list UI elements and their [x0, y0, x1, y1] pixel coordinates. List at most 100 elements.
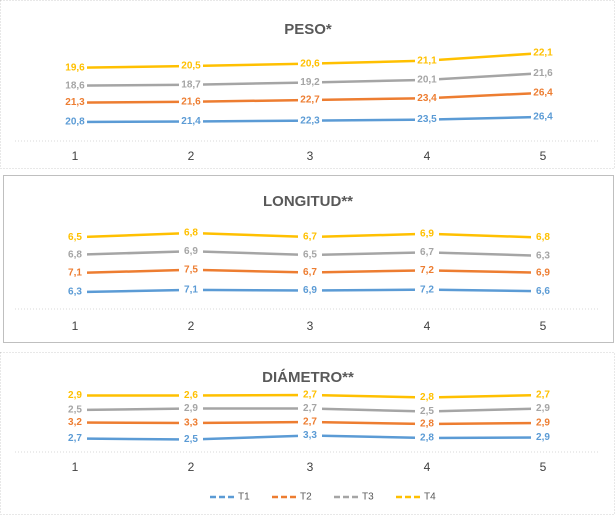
data-label: 2,7 — [68, 433, 82, 444]
chart-title: PESO* — [284, 21, 332, 38]
data-label: 6,7 — [303, 267, 317, 278]
label-bg — [531, 86, 555, 99]
label-bg — [415, 246, 439, 259]
data-label: 2,7 — [303, 417, 317, 428]
label-bg — [179, 433, 203, 446]
data-label: 6,5 — [68, 232, 82, 243]
data-label: 7,2 — [420, 284, 434, 295]
data-label: 7,1 — [68, 268, 82, 279]
label-bg — [531, 389, 555, 401]
data-label: 19,2 — [300, 77, 320, 88]
x-tick-label: 1 — [72, 149, 79, 163]
data-label: 2,9 — [184, 403, 198, 414]
data-label: 22,1 — [533, 48, 553, 59]
label-bg — [531, 285, 555, 298]
data-label: 2,8 — [420, 392, 434, 403]
label-bg — [531, 110, 555, 123]
data-label: 6,7 — [420, 247, 434, 258]
label-bg — [63, 432, 87, 445]
label-bg — [63, 404, 87, 416]
data-label: 2,7 — [536, 390, 550, 401]
label-bg — [179, 227, 203, 239]
label-bg — [179, 95, 203, 108]
label-bg — [63, 389, 87, 402]
label-bg — [298, 284, 322, 297]
label-bg — [179, 389, 203, 402]
data-label: 6,9 — [303, 285, 317, 296]
label-bg — [531, 231, 555, 244]
label-bg — [63, 116, 87, 129]
data-label: 21,1 — [417, 55, 437, 66]
data-label: 6,8 — [68, 249, 82, 260]
data-label: 20,1 — [417, 75, 437, 86]
x-tick-label: 3 — [307, 319, 314, 333]
x-tick-label: 5 — [540, 460, 547, 474]
data-label: 6,3 — [68, 287, 82, 298]
x-tick-label: 4 — [424, 149, 431, 163]
data-label: 2,9 — [536, 432, 550, 443]
data-label: 3,3 — [184, 418, 198, 429]
legend-label: T4 — [424, 492, 436, 503]
data-label: 2,8 — [420, 419, 434, 430]
data-label: 18,7 — [181, 79, 201, 90]
label-bg — [63, 79, 87, 92]
label-bg — [531, 47, 555, 59]
data-label: 2,5 — [68, 405, 82, 416]
label-bg — [415, 283, 439, 296]
label-bg — [298, 402, 322, 415]
label-bg — [531, 431, 555, 444]
label-bg — [63, 61, 87, 74]
label-bg — [415, 54, 439, 67]
label-bg — [179, 417, 203, 429]
label-bg — [298, 57, 322, 70]
data-label: 21,3 — [65, 97, 85, 108]
label-bg — [415, 113, 439, 126]
data-label: 6,6 — [536, 286, 550, 297]
x-tick-label: 1 — [72, 319, 79, 333]
x-tick-label: 2 — [188, 460, 195, 474]
data-label: 2,5 — [420, 406, 434, 417]
x-tick-label: 3 — [307, 149, 314, 163]
label-bg — [298, 429, 322, 442]
data-label: 21,4 — [181, 116, 201, 127]
data-label: 21,6 — [533, 68, 553, 79]
label-bg — [179, 283, 203, 296]
label-bg — [179, 60, 203, 73]
label-bg — [179, 245, 203, 258]
data-label: 7,5 — [184, 264, 198, 275]
data-label: 18,6 — [65, 80, 85, 91]
data-label: 6,7 — [303, 232, 317, 243]
data-label: 6,5 — [303, 250, 317, 261]
data-label: 2,7 — [303, 390, 317, 401]
data-label: 20,6 — [300, 58, 320, 69]
data-label: 6,3 — [536, 250, 550, 261]
data-label: 19,6 — [65, 62, 85, 73]
x-tick-label: 3 — [307, 460, 314, 474]
label-bg — [531, 402, 555, 415]
legend-label: T1 — [238, 492, 250, 503]
data-label: 7,1 — [184, 285, 198, 296]
data-label: 23,4 — [417, 93, 437, 104]
label-bg — [298, 416, 322, 428]
x-tick-label: 2 — [188, 149, 195, 163]
label-bg — [298, 231, 322, 244]
data-label: 6,8 — [536, 232, 550, 243]
legend-label: T3 — [362, 492, 374, 503]
label-bg — [298, 249, 322, 262]
data-label: 23,5 — [417, 114, 437, 125]
label-bg — [531, 266, 555, 279]
x-tick-label: 4 — [424, 319, 431, 333]
x-tick-label: 4 — [424, 460, 431, 474]
label-bg — [179, 78, 203, 91]
data-label: 26,4 — [533, 112, 553, 123]
data-label: 3,3 — [303, 430, 317, 441]
data-label: 7,2 — [420, 265, 434, 276]
data-label: 2,7 — [303, 403, 317, 414]
data-label: 2,5 — [184, 434, 198, 445]
label-bg — [415, 264, 439, 277]
data-label: 2,8 — [420, 433, 434, 444]
x-tick-label: 1 — [72, 460, 79, 474]
label-bg — [63, 231, 87, 244]
chart-title: DIÁMETRO** — [262, 369, 354, 386]
